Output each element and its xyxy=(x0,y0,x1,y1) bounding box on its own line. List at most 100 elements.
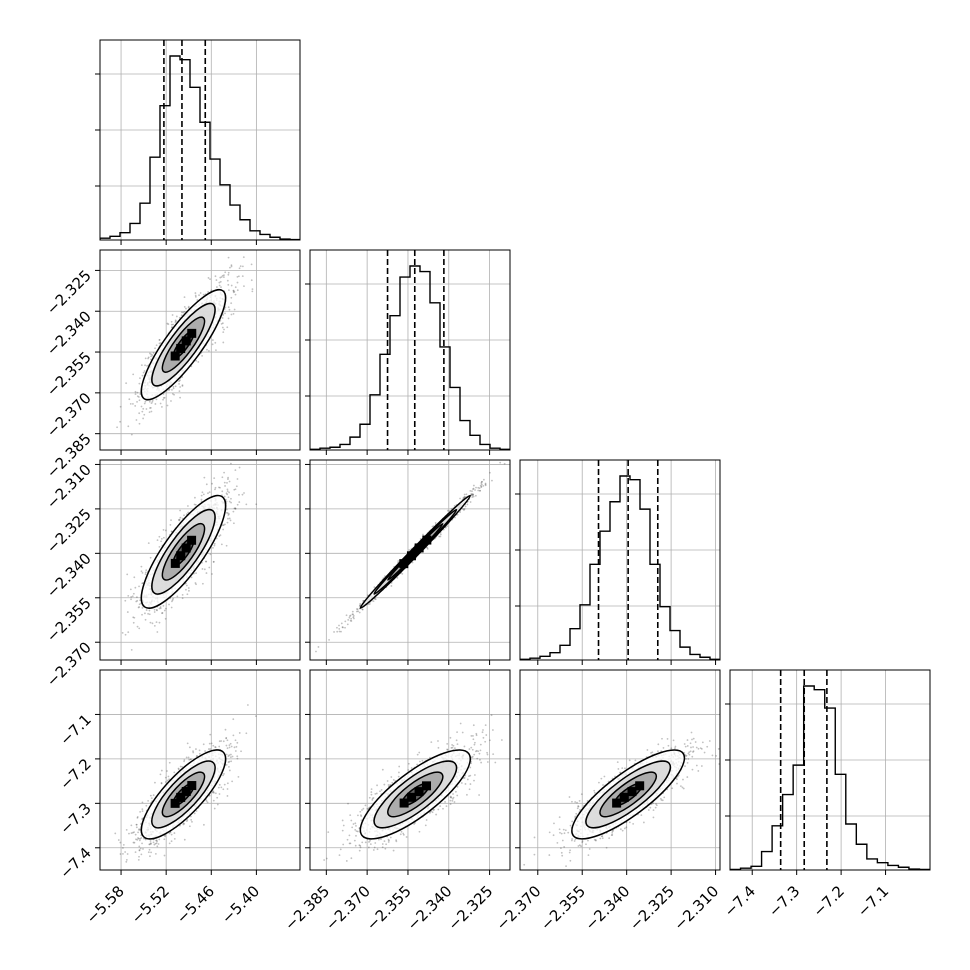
scatter-point xyxy=(228,480,231,483)
scatter-point xyxy=(219,486,221,489)
scatter-point xyxy=(144,400,147,403)
scatter-point xyxy=(147,612,150,615)
scatter-point xyxy=(162,536,165,539)
scatter-point xyxy=(163,838,166,841)
scatter-point xyxy=(155,621,158,624)
scatter-point xyxy=(193,812,196,815)
scatter-point xyxy=(198,294,200,297)
scatter-point xyxy=(133,576,136,579)
scatter-point xyxy=(234,507,237,510)
scatter-point xyxy=(141,410,144,413)
scatter-point xyxy=(214,486,217,489)
scatter-point xyxy=(141,374,144,377)
scatter-point xyxy=(132,621,135,624)
scatter-point xyxy=(130,598,132,601)
scatter-point xyxy=(471,493,474,495)
scatter-point xyxy=(138,422,141,425)
scatter-point xyxy=(187,511,190,514)
scatter-point xyxy=(218,535,221,537)
scatter-point xyxy=(242,256,245,259)
scatter-point xyxy=(188,746,191,749)
y-tick-label: −2.355 xyxy=(43,348,95,400)
scatter-point xyxy=(138,849,141,851)
scatter-point xyxy=(211,343,214,346)
scatter-point xyxy=(136,625,139,628)
scatter-point xyxy=(221,524,224,526)
scatter-point xyxy=(230,296,233,299)
scatter-point xyxy=(166,404,169,407)
scatter-point xyxy=(147,542,150,545)
scatter-point xyxy=(132,592,135,595)
panel-2-0: −2.370−2.355−2.340−2.325−2.310 xyxy=(43,459,301,690)
scatter-point xyxy=(178,383,180,385)
scatter-point xyxy=(136,391,139,394)
scatter-point xyxy=(474,494,477,497)
scatter-point xyxy=(228,754,231,757)
scatter-point xyxy=(218,486,220,489)
scatter-point xyxy=(215,279,218,281)
scatter-point xyxy=(344,620,347,623)
scatter-point xyxy=(220,286,222,289)
scatter-point xyxy=(142,407,145,410)
scatter-point xyxy=(328,638,330,641)
scatter-point xyxy=(127,425,130,428)
scatter-point xyxy=(221,476,224,479)
scatter-point xyxy=(238,267,241,270)
scatter-point xyxy=(166,322,169,325)
scatter-point xyxy=(142,417,145,420)
scatter-point xyxy=(194,294,197,297)
scatter-point xyxy=(121,631,124,634)
scatter-point xyxy=(372,600,375,603)
scatter-point xyxy=(156,539,159,542)
scatter-point xyxy=(236,757,239,760)
scatter-point xyxy=(134,405,137,407)
scatter-point xyxy=(194,295,197,298)
scatter-point xyxy=(338,630,341,633)
scatter-point xyxy=(232,510,235,513)
scatter-point xyxy=(243,285,245,288)
scatter-point xyxy=(222,524,225,527)
scatter-point xyxy=(211,339,214,341)
scatter-point xyxy=(185,584,188,587)
scatter-point xyxy=(243,492,245,494)
scatter-point xyxy=(205,560,207,563)
scatter-point xyxy=(170,323,173,326)
scatter-point xyxy=(228,517,231,520)
scatter-point xyxy=(179,379,181,382)
scatter-point xyxy=(338,628,341,630)
panel-frame xyxy=(309,249,511,451)
scatter-point xyxy=(482,478,485,481)
scatter-point xyxy=(484,482,487,485)
scatter-point xyxy=(317,646,320,648)
scatter-point xyxy=(211,482,213,485)
scatter-point xyxy=(198,752,201,755)
scatter-point xyxy=(183,759,186,761)
scatter-point xyxy=(150,402,153,405)
scatter-point xyxy=(194,503,197,506)
density-core-cell xyxy=(181,543,191,553)
scatter-point xyxy=(126,853,129,855)
scatter-point xyxy=(480,482,483,484)
scatter-point xyxy=(142,371,145,374)
scatter-point xyxy=(241,493,244,496)
scatter-point xyxy=(218,284,221,287)
scatter-point xyxy=(177,518,180,521)
scatter-point xyxy=(193,503,196,506)
scatter-point xyxy=(162,604,165,607)
scatter-point xyxy=(127,595,130,597)
scatter-point xyxy=(346,623,349,626)
scatter-point xyxy=(355,610,358,613)
scatter-point xyxy=(236,478,239,480)
scatter-point xyxy=(175,320,177,323)
scatter-point xyxy=(122,843,125,846)
scatter-point xyxy=(251,288,254,290)
scatter-point xyxy=(232,289,235,292)
scatter-point xyxy=(241,275,244,278)
scatter-point xyxy=(227,271,230,274)
scatter-point xyxy=(222,528,225,531)
scatter-point xyxy=(161,406,163,408)
scatter-point xyxy=(336,626,338,629)
scatter-point xyxy=(548,416,550,418)
scatter-point xyxy=(229,519,232,522)
